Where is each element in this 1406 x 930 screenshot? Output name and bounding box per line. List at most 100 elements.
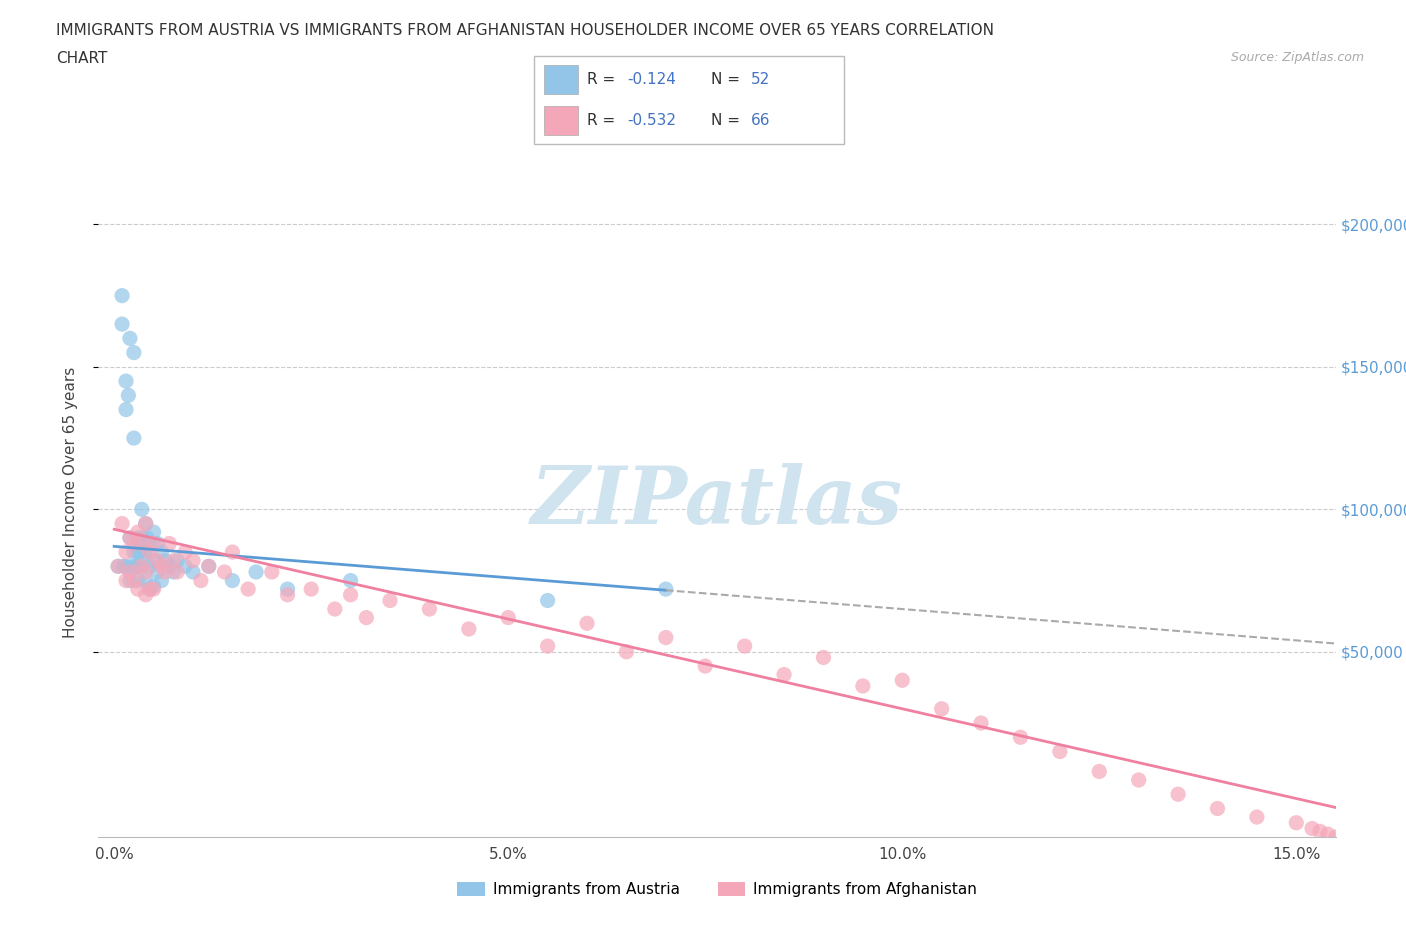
Point (117, 388, 139, 403)
Point (118, 530, 141, 545)
Point (146, 553, 169, 568)
Point (166, 553, 188, 568)
FancyBboxPatch shape (544, 106, 578, 136)
Point (852, 679, 875, 694)
Point (127, 581, 149, 596)
Point (931, 701, 953, 716)
Point (1324, 830, 1347, 844)
Point (181, 565, 204, 579)
Point (112, 559, 135, 574)
Point (1309, 824, 1331, 839)
Point (111, 516, 134, 531)
Point (115, 374, 138, 389)
Point (127, 559, 149, 574)
Point (122, 536, 145, 551)
Point (127, 525, 149, 539)
Point (150, 559, 173, 574)
Point (118, 331, 141, 346)
FancyBboxPatch shape (534, 56, 844, 144)
Point (131, 530, 153, 545)
Point (1049, 744, 1071, 759)
Point (155, 565, 177, 579)
Point (695, 658, 717, 673)
Point (134, 545, 156, 560)
Point (115, 545, 138, 560)
Y-axis label: Householder Income Over 65 years: Householder Income Over 65 years (63, 366, 77, 638)
Point (118, 573, 141, 588)
Point (576, 616, 599, 631)
Text: 52: 52 (751, 72, 770, 86)
Point (1301, 821, 1323, 836)
Text: -0.532: -0.532 (627, 113, 676, 128)
Point (135, 545, 157, 560)
Point (181, 553, 204, 568)
Point (339, 588, 361, 603)
Point (142, 525, 165, 539)
Text: N =: N = (710, 113, 744, 128)
Point (136, 530, 159, 545)
Point (107, 559, 129, 574)
Point (155, 553, 177, 568)
Point (536, 639, 558, 654)
Point (107, 559, 129, 574)
Text: Source: ZipAtlas.com: Source: ZipAtlas.com (1230, 51, 1364, 64)
Point (135, 573, 157, 588)
Point (138, 559, 160, 574)
Point (118, 530, 141, 545)
Point (221, 545, 243, 560)
Point (536, 593, 558, 608)
Point (135, 588, 157, 603)
Point (323, 602, 346, 617)
Point (115, 559, 138, 574)
Point (122, 431, 145, 445)
Point (773, 667, 796, 682)
Point (162, 553, 184, 568)
Point (121, 559, 143, 574)
Point (339, 573, 361, 588)
Point (118, 565, 141, 579)
Point (122, 573, 145, 588)
Point (1128, 773, 1150, 788)
Point (197, 559, 219, 574)
Legend: Immigrants from Austria, Immigrants from Afghanistan: Immigrants from Austria, Immigrants from… (451, 876, 983, 903)
Point (277, 581, 299, 596)
Point (1316, 827, 1339, 842)
Point (157, 536, 180, 551)
Point (127, 573, 149, 588)
Point (142, 578, 165, 593)
Point (236, 581, 259, 596)
Point (131, 559, 153, 574)
Point (135, 565, 157, 579)
FancyBboxPatch shape (544, 65, 578, 94)
Point (174, 559, 197, 574)
Text: R =: R = (586, 113, 620, 128)
Point (150, 545, 173, 560)
Point (135, 516, 157, 531)
Point (418, 602, 440, 617)
Point (111, 288, 134, 303)
Point (813, 650, 835, 665)
Point (127, 545, 149, 560)
Point (115, 573, 138, 588)
Point (142, 553, 165, 568)
Point (457, 621, 479, 636)
Point (150, 573, 173, 588)
Point (131, 559, 153, 574)
Point (166, 565, 188, 579)
Text: N =: N = (710, 72, 744, 86)
Point (174, 545, 197, 560)
Point (115, 402, 138, 417)
Point (122, 545, 145, 560)
Point (122, 345, 145, 360)
Point (157, 559, 180, 574)
Point (128, 545, 150, 560)
Text: ZIPatlas: ZIPatlas (531, 463, 903, 541)
Point (891, 672, 914, 687)
Text: CHART: CHART (56, 51, 108, 66)
Point (277, 588, 299, 603)
Point (1285, 816, 1308, 830)
Text: IMMIGRANTS FROM AUSTRIA VS IMMIGRANTS FROM AFGHANISTAN HOUSEHOLDER INCOME OVER 6: IMMIGRANTS FROM AUSTRIA VS IMMIGRANTS FR… (56, 23, 994, 38)
Point (1010, 730, 1032, 745)
Point (1246, 810, 1268, 825)
Point (655, 581, 678, 596)
